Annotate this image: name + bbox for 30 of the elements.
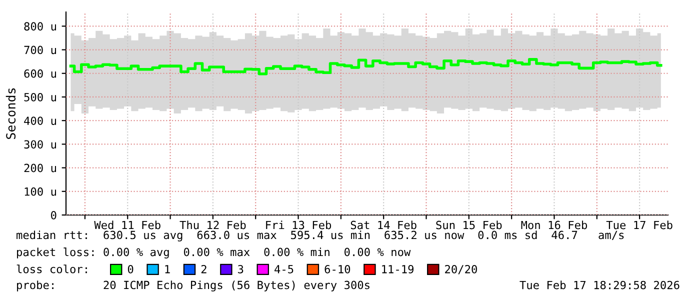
legend-label: 3 [238,264,244,274]
x-tick-label: Sat 14 Feb [350,220,416,230]
x-tick-label: Sun 15 Feb [436,220,502,230]
y-tick-label: 0 [51,211,56,220]
x-tick-label: Thu 12 Feb [180,220,246,230]
legend-label: 0 [128,264,134,274]
legend-label: 4-5 [274,265,294,274]
y-tick-label: 300 u [24,140,56,149]
y-tick-label: 800 u [24,22,56,31]
legend-label: 2 [201,264,206,274]
x-tick-label: Tue 17 Feb [606,220,672,230]
y-tick-label: 500 u [24,92,56,102]
x-tick-label: Mon 16 Feb [521,220,588,230]
text: probe: 20 ICMP Echo Pings (56 Bytes) every 300s [17,280,370,292]
y-tick-label: 700 u [24,46,56,54]
y-tick-label: 200 u [24,164,56,172]
y-tick-label: 100 u [24,187,56,196]
legend-label: 20/20 [445,264,477,274]
y-axis-title: Seconds [6,88,16,139]
text: Tue Feb 17 18:29:58 2026 [520,280,680,290]
x-tick-label: Wed 11 Feb [94,220,160,230]
legend-label: 11-19 [382,264,414,274]
legend-label: 1 [165,265,170,274]
text: packet loss: 0.00 % avg 0.00 % max 0.00 % min 0.00 % now [17,248,411,258]
legend-title: loss color: [16,264,87,274]
x-tick-label: Fri 13 Feb [266,220,332,230]
text: median rtt: 630.5 us avg 663.0 us max 595.4 us min 635.2 us now 0.0 ms sd 46.7 am/s [16,230,624,242]
y-tick-label: 400 u [24,116,56,125]
y-tick-label: 600 u [24,69,56,78]
legend-label: 6-10 [324,264,350,274]
